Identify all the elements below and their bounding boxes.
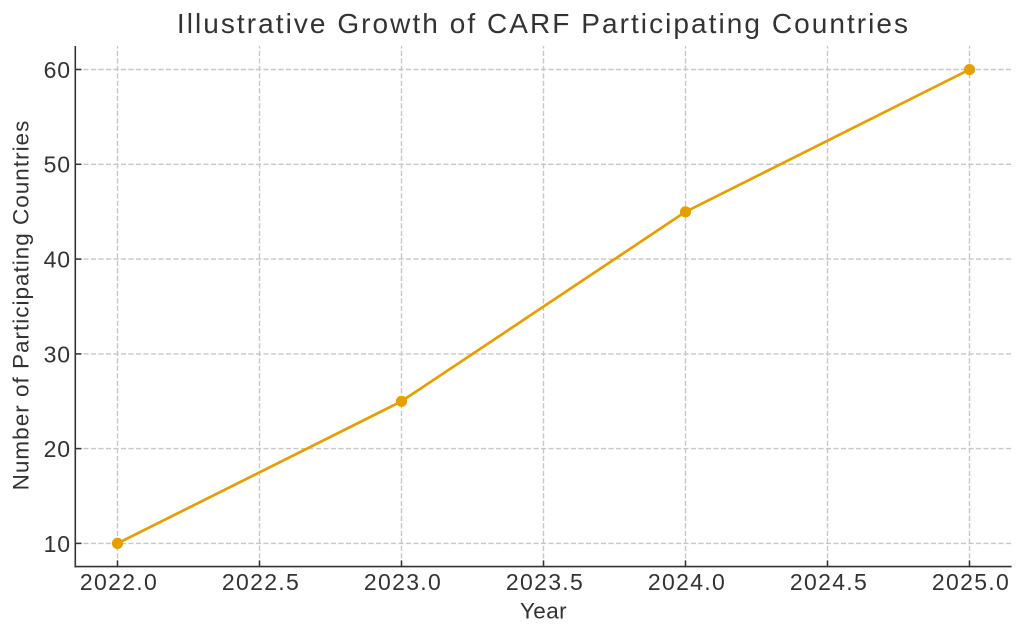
svg-text:50: 50 xyxy=(44,152,71,178)
svg-text:Number of Participating Countr: Number of Participating Countries xyxy=(9,120,34,491)
svg-text:30: 30 xyxy=(44,341,71,367)
svg-text:10: 10 xyxy=(44,531,71,557)
svg-text:Year: Year xyxy=(520,599,567,624)
svg-text:20: 20 xyxy=(44,436,71,462)
svg-text:2023.5: 2023.5 xyxy=(506,569,584,595)
svg-text:2023.0: 2023.0 xyxy=(364,569,442,595)
svg-text:Illustrative Growth of CARF Pa: Illustrative Growth of CARF Participatin… xyxy=(177,8,910,39)
svg-text:2025.0: 2025.0 xyxy=(932,569,1010,595)
svg-text:2024.5: 2024.5 xyxy=(790,569,868,595)
svg-text:2024.0: 2024.0 xyxy=(648,569,726,595)
svg-text:2022.5: 2022.5 xyxy=(222,569,300,595)
svg-text:2022.0: 2022.0 xyxy=(80,569,158,595)
svg-text:60: 60 xyxy=(44,57,71,83)
svg-text:40: 40 xyxy=(44,247,71,273)
